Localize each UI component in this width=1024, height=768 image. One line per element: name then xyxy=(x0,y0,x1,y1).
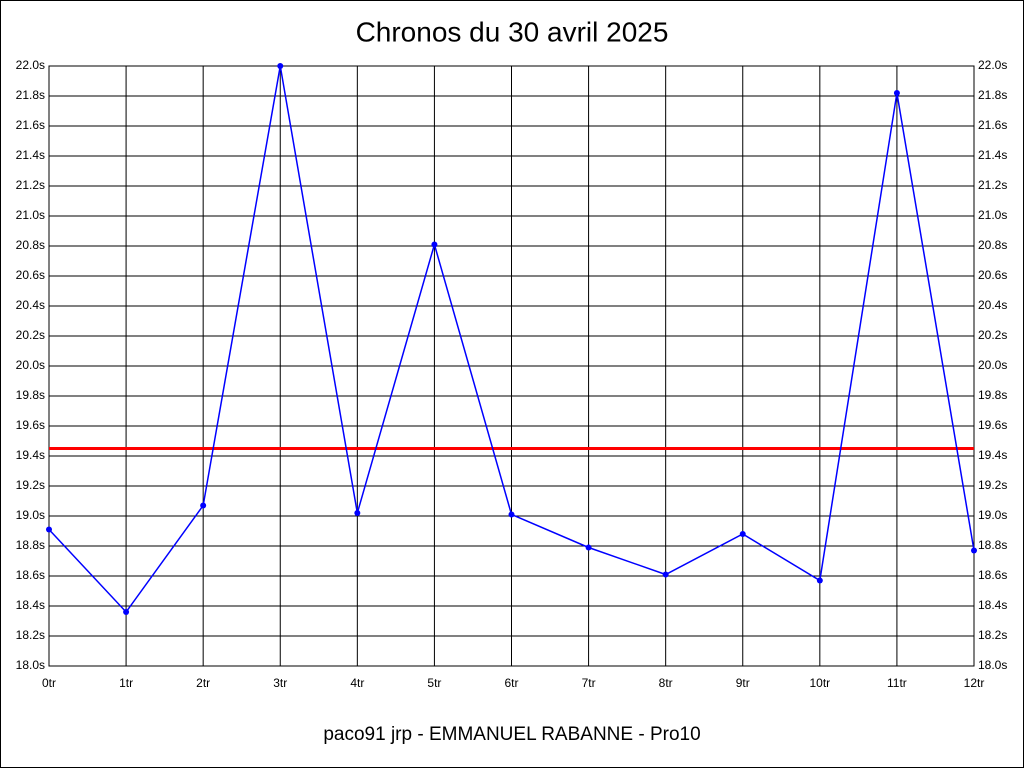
x-tick-label: 6tr xyxy=(504,676,518,690)
data-point xyxy=(123,609,130,615)
y-tick-label: 18.6s xyxy=(16,568,45,582)
x-tick-label: 3tr xyxy=(273,676,287,690)
y-tick-label: 19.4s xyxy=(16,448,45,462)
data-point xyxy=(816,577,823,584)
x-tick-label: 11tr xyxy=(887,676,907,690)
y-tick-label: 20.4s xyxy=(16,298,45,312)
y-tick-label: 19.6s xyxy=(16,418,45,432)
y-tick-label-right: 18.4s xyxy=(978,598,1007,612)
x-tick-label: 12tr xyxy=(964,676,985,690)
data-point xyxy=(893,90,900,96)
y-tick-label-right: 18.0s xyxy=(978,658,1007,672)
data-point xyxy=(277,63,284,69)
y-tick-label-right: 21.2s xyxy=(978,178,1007,192)
x-tick-label: 7tr xyxy=(582,676,596,690)
y-tick-label: 20.8s xyxy=(16,238,45,252)
y-tick-label: 20.2s xyxy=(16,328,45,342)
y-tick-label: 21.2s xyxy=(16,178,45,192)
x-tick-label: 5tr xyxy=(427,676,441,690)
y-tick-label-right: 20.4s xyxy=(978,298,1007,312)
chart-footer: paco91 jrp - EMMANUEL RABANNE - Pro10 xyxy=(323,724,700,745)
y-tick-label-right: 19.4s xyxy=(978,448,1007,462)
x-tick-label: 8tr xyxy=(659,676,673,690)
y-tick-label-right: 18.8s xyxy=(978,538,1007,552)
y-tick-label-right: 21.4s xyxy=(978,148,1007,162)
y-tick-label: 21.8s xyxy=(16,88,45,102)
y-tick-label: 21.4s xyxy=(16,148,45,162)
y-tick-label-right: 21.6s xyxy=(978,118,1007,132)
y-tick-label: 21.6s xyxy=(16,118,45,132)
data-point xyxy=(46,526,52,533)
x-tick-label: 4tr xyxy=(350,676,364,690)
x-tick-label: 1tr xyxy=(119,676,133,690)
y-tick-label-right: 21.0s xyxy=(978,208,1007,222)
y-tick-label: 18.4s xyxy=(16,598,45,612)
y-tick-label: 21.0s xyxy=(16,208,45,222)
y-tick-label-right: 19.2s xyxy=(978,478,1007,492)
y-tick-label-right: 20.8s xyxy=(978,238,1007,252)
y-tick-label-right: 19.6s xyxy=(978,418,1007,432)
data-point xyxy=(431,241,438,248)
y-tick-label-right: 21.8s xyxy=(978,88,1007,102)
y-tick-label: 20.0s xyxy=(16,358,45,372)
y-tick-label: 18.2s xyxy=(16,628,45,642)
x-tick-label: 10tr xyxy=(809,676,830,690)
data-point xyxy=(739,531,746,537)
x-tick-label: 2tr xyxy=(196,676,210,690)
data-point xyxy=(662,571,669,578)
data-point xyxy=(585,544,592,551)
data-point xyxy=(354,510,361,516)
y-tick-label: 19.8s xyxy=(16,388,45,402)
y-tick-label-right: 20.0s xyxy=(978,358,1007,372)
y-tick-label-right: 18.6s xyxy=(978,568,1007,582)
y-tick-label-right: 20.2s xyxy=(978,328,1007,342)
y-tick-label: 22.0s xyxy=(16,58,45,72)
chart-title: Chronos du 30 avril 2025 xyxy=(356,16,669,47)
y-tick-label: 18.8s xyxy=(16,538,45,552)
data-point xyxy=(971,547,977,554)
x-tick-label: 0tr xyxy=(42,676,56,690)
y-tick-label-right: 22.0s xyxy=(978,58,1007,72)
y-tick-label-right: 19.8s xyxy=(978,388,1007,402)
y-tick-label-right: 18.2s xyxy=(978,628,1007,642)
y-tick-label: 18.0s xyxy=(16,658,45,672)
y-tick-label-right: 19.0s xyxy=(978,508,1007,522)
y-tick-label: 19.0s xyxy=(16,508,45,522)
x-tick-label: 9tr xyxy=(736,676,750,690)
y-tick-label: 20.6s xyxy=(16,268,45,282)
data-point xyxy=(200,502,207,509)
y-tick-label: 19.2s xyxy=(16,478,45,492)
data-point xyxy=(508,511,515,518)
y-tick-label-right: 20.6s xyxy=(978,268,1007,282)
